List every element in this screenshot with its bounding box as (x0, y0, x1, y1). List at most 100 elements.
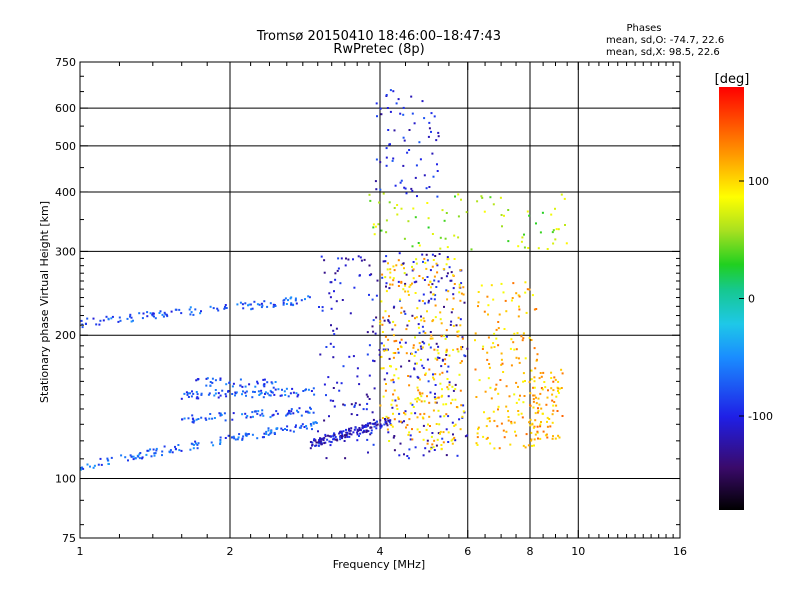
data-point (312, 422, 315, 425)
data-point (424, 372, 427, 375)
data-point (552, 435, 554, 438)
data-point (211, 377, 214, 380)
data-point (377, 223, 380, 226)
data-point (397, 351, 400, 354)
data-point (486, 351, 489, 354)
data-point (446, 246, 449, 249)
data-point (342, 430, 345, 433)
y-axis-ticks: 75 100 200 300 400 500 600 750 (55, 56, 680, 545)
data-point (212, 444, 215, 447)
data-point (393, 389, 396, 392)
data-point (145, 453, 148, 456)
data-point (370, 426, 373, 429)
data-point (447, 441, 450, 443)
data-point (431, 432, 434, 434)
data-point (379, 404, 382, 407)
data-point (495, 383, 498, 386)
data-point (428, 121, 431, 124)
data-point (244, 385, 247, 388)
data-point (534, 412, 537, 415)
data-point (431, 283, 434, 286)
data-point (384, 418, 386, 420)
data-point (137, 455, 140, 458)
data-point (419, 358, 422, 361)
data-point (372, 418, 375, 421)
data-point (541, 211, 544, 214)
data-point (82, 467, 85, 470)
data-point (251, 411, 254, 414)
data-point (486, 417, 489, 420)
data-point (387, 431, 390, 434)
data-point (211, 381, 214, 384)
data-point (552, 404, 555, 407)
data-point (396, 204, 399, 206)
data-point (459, 428, 462, 431)
chart-title: Tromsø 20150410 18:46:00–18:47:43 (256, 29, 501, 44)
data-point (445, 348, 448, 351)
y-tick-label: 75 (62, 532, 76, 545)
data-point (447, 365, 450, 368)
data-point (280, 394, 283, 397)
data-point (330, 441, 333, 444)
data-point (392, 279, 395, 282)
data-point (257, 390, 260, 393)
data-point (477, 291, 480, 293)
data-point (356, 414, 359, 416)
data-point (513, 393, 516, 396)
data-point (289, 412, 292, 415)
data-point (362, 408, 365, 411)
data-point (446, 378, 449, 380)
data-point (510, 420, 513, 423)
data-point (274, 305, 277, 307)
data-point (557, 387, 560, 390)
data-point (318, 442, 321, 445)
data-point (517, 294, 520, 297)
data-point (403, 267, 405, 270)
data-point (476, 200, 479, 203)
data-point (314, 439, 317, 442)
data-point (262, 384, 265, 387)
data-point (530, 431, 533, 434)
data-point (190, 395, 193, 398)
data-point (404, 410, 407, 413)
data-point (524, 291, 527, 294)
data-point (314, 421, 317, 424)
data-point (248, 303, 251, 306)
data-point (381, 331, 384, 333)
data-point (379, 161, 382, 164)
data-point (440, 448, 443, 451)
data-point (315, 422, 318, 424)
data-point (130, 455, 133, 458)
data-point (269, 389, 272, 392)
data-point (418, 141, 421, 144)
data-point (524, 281, 527, 284)
data-point (563, 197, 566, 200)
data-point (512, 341, 515, 344)
data-point (497, 327, 500, 330)
data-point (384, 260, 387, 263)
data-point (426, 358, 429, 361)
data-point (560, 193, 563, 196)
data-point (439, 247, 442, 250)
data-point (259, 392, 262, 395)
data-point (529, 404, 531, 407)
data-point (374, 180, 377, 183)
y-tick-label: 100 (55, 473, 76, 486)
data-point (557, 228, 560, 231)
data-points (80, 89, 568, 471)
data-point (426, 310, 428, 313)
data-point (381, 323, 384, 326)
data-point (315, 444, 318, 447)
data-point (327, 376, 330, 379)
data-point (385, 349, 388, 352)
data-point (424, 447, 427, 450)
data-point (485, 438, 488, 440)
data-point (325, 346, 328, 348)
data-point (244, 391, 247, 394)
data-point (500, 282, 503, 285)
data-point (92, 466, 95, 469)
data-point (499, 379, 502, 381)
data-point (493, 346, 496, 348)
data-point (279, 394, 282, 397)
